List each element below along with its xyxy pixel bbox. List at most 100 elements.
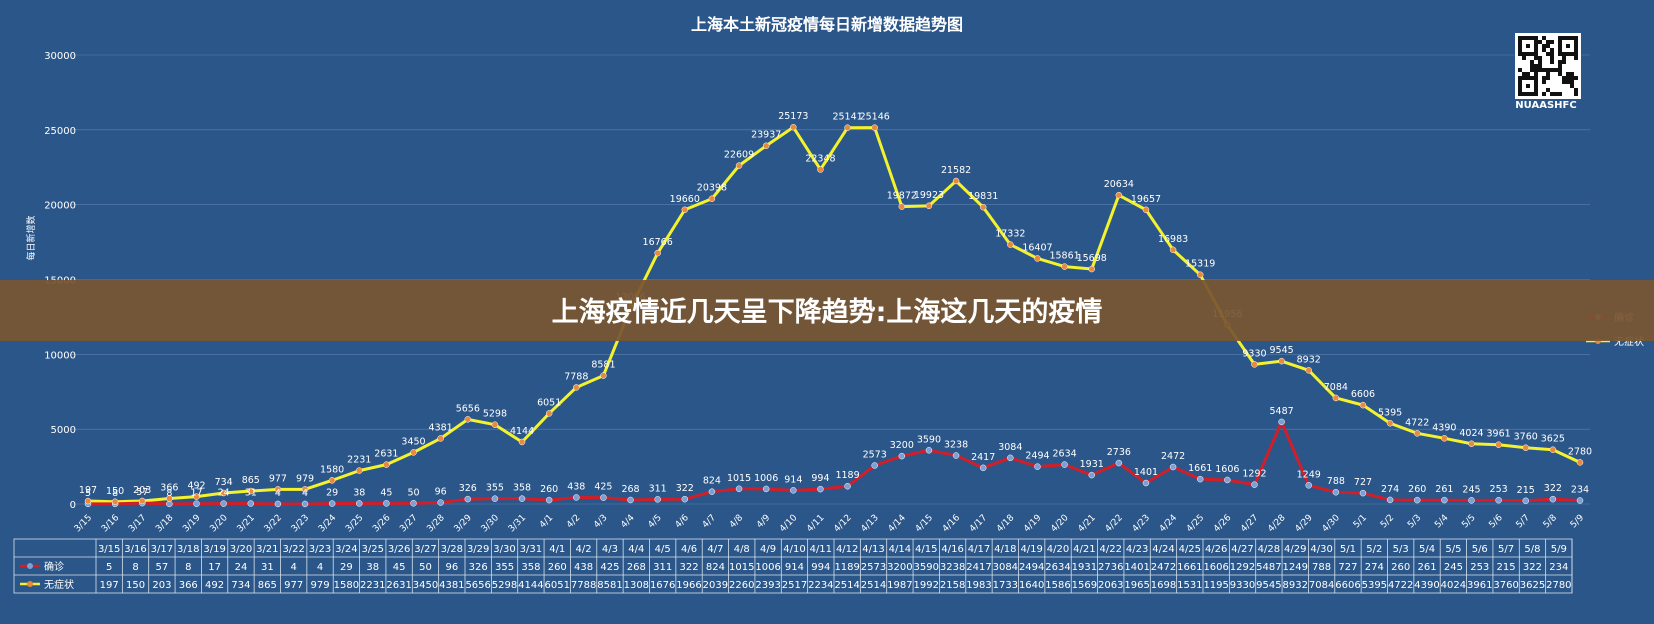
qr-module (1558, 44, 1562, 48)
table-header-cell: 3/31 (520, 544, 542, 555)
qr-module (1518, 36, 1522, 40)
table-header-cell: 4/20 (1047, 544, 1069, 555)
data-point (871, 462, 878, 469)
table-cell: 3238 (940, 562, 965, 573)
table-cell: 3590 (914, 562, 939, 573)
qr-module (1522, 92, 1526, 96)
data-point (1278, 418, 1285, 426)
table-cell: 2260 (729, 580, 754, 591)
qr-module (1574, 44, 1578, 48)
data-label: 20634 (1104, 179, 1134, 190)
table-cell: 2634 (1045, 562, 1070, 573)
table-cell: 17 (208, 562, 221, 573)
data-point (735, 162, 743, 169)
data-label: 1189 (835, 470, 859, 481)
data-point (491, 421, 499, 428)
qr-module (1558, 68, 1562, 72)
qr-module (1550, 68, 1554, 72)
data-point (437, 499, 444, 506)
table-cell: 5395 (1362, 580, 1387, 591)
data-label: 2472 (1161, 451, 1185, 462)
data-point (301, 486, 309, 493)
data-label: 2494 (1025, 451, 1049, 462)
data-label: 25146 (860, 112, 890, 123)
table-cell: 1401 (1124, 562, 1149, 573)
data-label: 17332 (995, 229, 1025, 240)
data-point (1441, 435, 1448, 442)
qr-module (1558, 48, 1562, 52)
data-point (790, 487, 797, 494)
qr-module (1522, 56, 1526, 60)
data-point (762, 142, 770, 149)
qr-module (1518, 76, 1522, 80)
table-cell: 824 (706, 562, 725, 573)
table-header-cell: 4/2 (576, 544, 592, 555)
y-tick-label: 10000 (44, 350, 76, 361)
table-header-cell: 5/7 (1498, 544, 1514, 555)
data-label: 253 (1490, 484, 1508, 495)
data-point (1196, 475, 1204, 483)
data-label: 4390 (1432, 422, 1456, 433)
data-point (1359, 401, 1367, 409)
qr-module (1550, 92, 1554, 96)
qr-module (1534, 88, 1538, 92)
data-label: 311 (649, 483, 667, 494)
table-cell: 1531 (1177, 580, 1202, 591)
table-frame (13, 538, 1573, 594)
table-cell: 322 (679, 562, 698, 573)
table-cell: 1006 (755, 562, 780, 573)
qr-module (1518, 52, 1522, 56)
data-label: 19872 (887, 191, 917, 202)
table-cell: 1966 (676, 580, 701, 591)
qr-module (1530, 76, 1534, 80)
table-cell: 1580 (334, 580, 359, 591)
table-header-cell: 4/1 (549, 544, 565, 555)
qr-module (1534, 44, 1538, 48)
data-point (84, 497, 92, 505)
data-label: 96 (435, 487, 447, 498)
table-header-cell: 4/29 (1284, 544, 1306, 555)
qr-module (1518, 92, 1522, 96)
table-row-key-marker (27, 581, 33, 587)
qr-module (1542, 44, 1546, 48)
table-header-cell: 4/11 (810, 544, 832, 555)
qr-module (1542, 80, 1546, 84)
qr-module (1526, 84, 1530, 88)
data-label: 38 (353, 487, 365, 498)
table-header-cell: 3/22 (282, 544, 304, 555)
table-header-cell: 3/23 (309, 544, 331, 555)
data-point (518, 438, 526, 446)
data-label: 788 (1327, 476, 1345, 487)
data-point (1359, 489, 1367, 497)
table-cell: 1640 (1019, 580, 1044, 591)
data-label: 492 (187, 481, 205, 492)
data-point (328, 500, 336, 507)
table-header-cell: 4/10 (783, 544, 805, 555)
qr-module (1546, 72, 1550, 76)
data-point (491, 495, 499, 502)
data-point (790, 123, 797, 131)
table-cell: 1308 (624, 580, 649, 591)
table-cell: 2514 (834, 580, 859, 591)
table-cell: 358 (521, 562, 540, 573)
table-cell: 734 (231, 580, 250, 591)
qr-module (1530, 68, 1534, 72)
table-cell: 2472 (1151, 562, 1176, 573)
qr-module (1530, 92, 1534, 96)
table-cell: 2736 (1098, 562, 1123, 573)
qr-module (1574, 92, 1578, 96)
table-header-cell: 5/8 (1524, 544, 1540, 555)
data-point (410, 500, 417, 507)
table-cell: 5 (106, 562, 112, 573)
qr-module (1558, 52, 1562, 56)
data-label: 260 (540, 484, 558, 495)
table-row-label: 无症状 (44, 578, 74, 591)
table-cell: 3625 (1520, 580, 1545, 591)
data-point (166, 500, 173, 508)
data-label: 19923 (914, 190, 944, 201)
table-header-cell: 4/6 (681, 544, 697, 555)
table-cell: 96 (445, 562, 458, 573)
table-cell: 914 (785, 562, 804, 573)
data-label: 322 (1544, 483, 1562, 494)
